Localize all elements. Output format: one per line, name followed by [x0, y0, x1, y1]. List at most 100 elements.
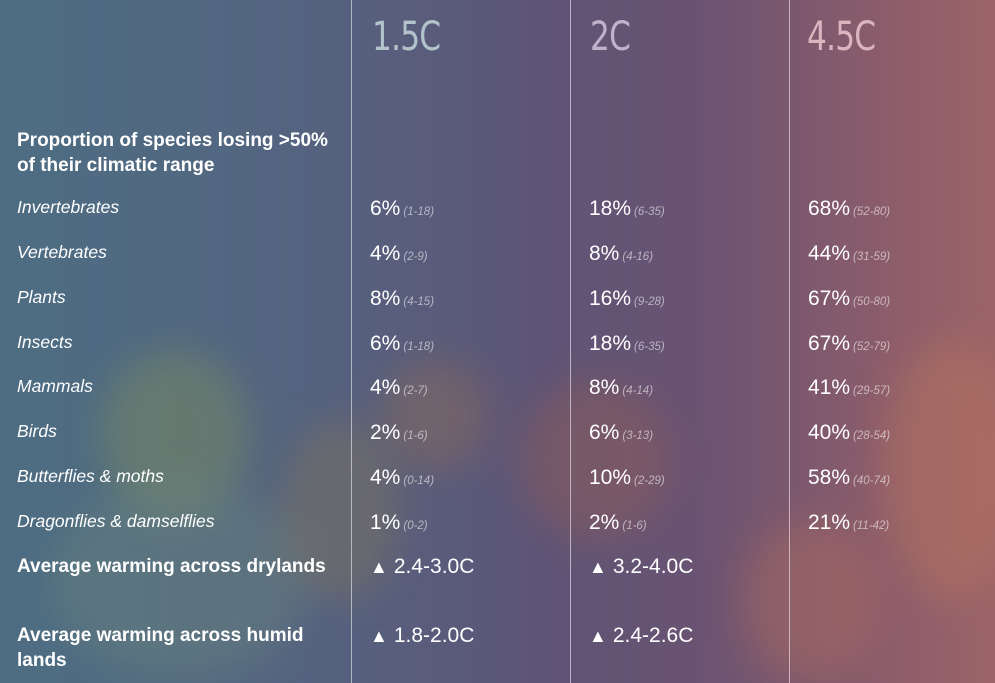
value-cell: 67% (52-79)	[808, 332, 890, 359]
range: (31-59)	[853, 251, 891, 263]
value: 44%	[808, 242, 851, 265]
warming-value: ▲ 3.2-4.0C	[589, 555, 693, 579]
triangle-up-icon: ▲	[370, 557, 388, 577]
background-blur-shape	[740, 520, 880, 680]
range: (4-14)	[622, 385, 654, 397]
column-header-4-5c: 4.5C	[807, 14, 876, 60]
range: (3-13)	[622, 430, 654, 442]
column-header-1-5c: 1.5C	[372, 14, 441, 60]
value-cell: 16% (9-28)	[589, 287, 665, 314]
warming-value: ▲ 2.4-2.6C	[589, 624, 693, 648]
value-cell: 1% (0-2)	[370, 511, 428, 538]
background-blur-shape	[880, 340, 995, 600]
value-cell: 8% (4-14)	[589, 376, 653, 403]
range: (11-42)	[853, 520, 890, 532]
value-cell: 18% (6-35)	[589, 332, 665, 359]
background-blur-shape	[280, 420, 400, 600]
value: 8%	[589, 376, 620, 399]
range: (1-6)	[622, 520, 647, 532]
value-cell: 6% (1-18)	[370, 332, 434, 359]
value: 2%	[370, 421, 401, 444]
warming-range: 2.4-2.6C	[612, 624, 694, 647]
row-label: Plants	[17, 287, 66, 307]
row-label: Dragonflies & damselflies	[17, 511, 215, 531]
value: 16%	[589, 287, 632, 310]
value-cell: 8% (4-16)	[589, 242, 653, 269]
triangle-up-icon: ▲	[589, 557, 607, 577]
background-blur-shape	[380, 360, 490, 470]
row-label: Insects	[17, 332, 73, 352]
section-title: Proportion of species losing >50% of the…	[17, 130, 328, 176]
warming-humid-label: Average warming across humid lands	[17, 625, 304, 671]
row-label: Mammals	[17, 376, 93, 396]
value: 4%	[370, 466, 401, 489]
value-cell: 8% (4-15)	[370, 287, 434, 314]
value-cell: 18% (6-35)	[589, 197, 665, 224]
column-header-2c: 2C	[590, 14, 631, 60]
range: (50-80)	[853, 296, 891, 308]
value: 6%	[589, 421, 620, 444]
value: 67%	[808, 287, 851, 310]
range: (2-9)	[403, 251, 428, 263]
range: (52-80)	[853, 206, 891, 218]
value-cell: 44% (31-59)	[808, 242, 890, 269]
value: 6%	[370, 197, 401, 220]
value: 8%	[589, 242, 620, 265]
warming-value: ▲ 1.8-2.0C	[370, 624, 474, 648]
range: (28-54)	[853, 430, 891, 442]
value: 67%	[808, 332, 851, 355]
row-label: Vertebrates	[17, 242, 107, 262]
range: (4-15)	[403, 296, 435, 308]
range: (4-16)	[622, 251, 654, 263]
background-blur-shape	[520, 380, 670, 540]
range: (40-74)	[853, 475, 891, 487]
value: 2%	[589, 511, 620, 534]
value: 10%	[589, 466, 632, 489]
range: (0-2)	[403, 520, 428, 532]
row-label: Birds	[17, 421, 57, 441]
value-cell: 10% (2-29)	[589, 466, 665, 493]
value-cell: 2% (1-6)	[589, 511, 647, 538]
background-blur-shape	[50, 480, 310, 680]
value: 18%	[589, 197, 632, 220]
range: (1-6)	[403, 430, 428, 442]
value-cell: 6% (1-18)	[370, 197, 434, 224]
value: 6%	[370, 332, 401, 355]
value-cell: 4% (2-9)	[370, 242, 428, 269]
value-cell: 6% (3-13)	[589, 421, 653, 448]
value: 18%	[589, 332, 632, 355]
range: (6-35)	[634, 206, 665, 218]
range: (0-14)	[403, 475, 435, 487]
triangle-up-icon: ▲	[370, 626, 388, 646]
background-blur-shape	[100, 350, 250, 520]
row-label: Butterflies & moths	[17, 466, 164, 486]
column-divider	[570, 0, 571, 683]
range: (9-28)	[634, 296, 665, 308]
warming-value: ▲ 2.4-3.0C	[370, 555, 474, 579]
value-cell: 21% (11-42)	[808, 511, 889, 538]
value: 40%	[808, 421, 851, 444]
warming-range: 3.2-4.0C	[612, 555, 694, 578]
value-cell: 4% (0-14)	[370, 466, 434, 493]
value-cell: 41% (29-57)	[808, 376, 890, 403]
range: (2-29)	[634, 475, 665, 487]
warming-drylands-label: Average warming across drylands	[17, 556, 326, 577]
value: 1%	[370, 511, 401, 534]
range: (1-18)	[403, 341, 435, 353]
range: (29-57)	[853, 385, 891, 397]
value: 8%	[370, 287, 401, 310]
range: (2-7)	[403, 385, 428, 397]
value-cell: 40% (28-54)	[808, 421, 890, 448]
value-cell: 68% (52-80)	[808, 197, 890, 224]
warming-range: 2.4-3.0C	[393, 555, 475, 578]
value: 4%	[370, 376, 401, 399]
triangle-up-icon: ▲	[589, 626, 607, 646]
value: 4%	[370, 242, 401, 265]
value: 21%	[808, 511, 851, 534]
value: 68%	[808, 197, 851, 220]
column-divider	[351, 0, 352, 683]
range: (52-79)	[853, 341, 891, 353]
value-cell: 67% (50-80)	[808, 287, 890, 314]
range: (1-18)	[403, 206, 435, 218]
range: (6-35)	[634, 341, 665, 353]
